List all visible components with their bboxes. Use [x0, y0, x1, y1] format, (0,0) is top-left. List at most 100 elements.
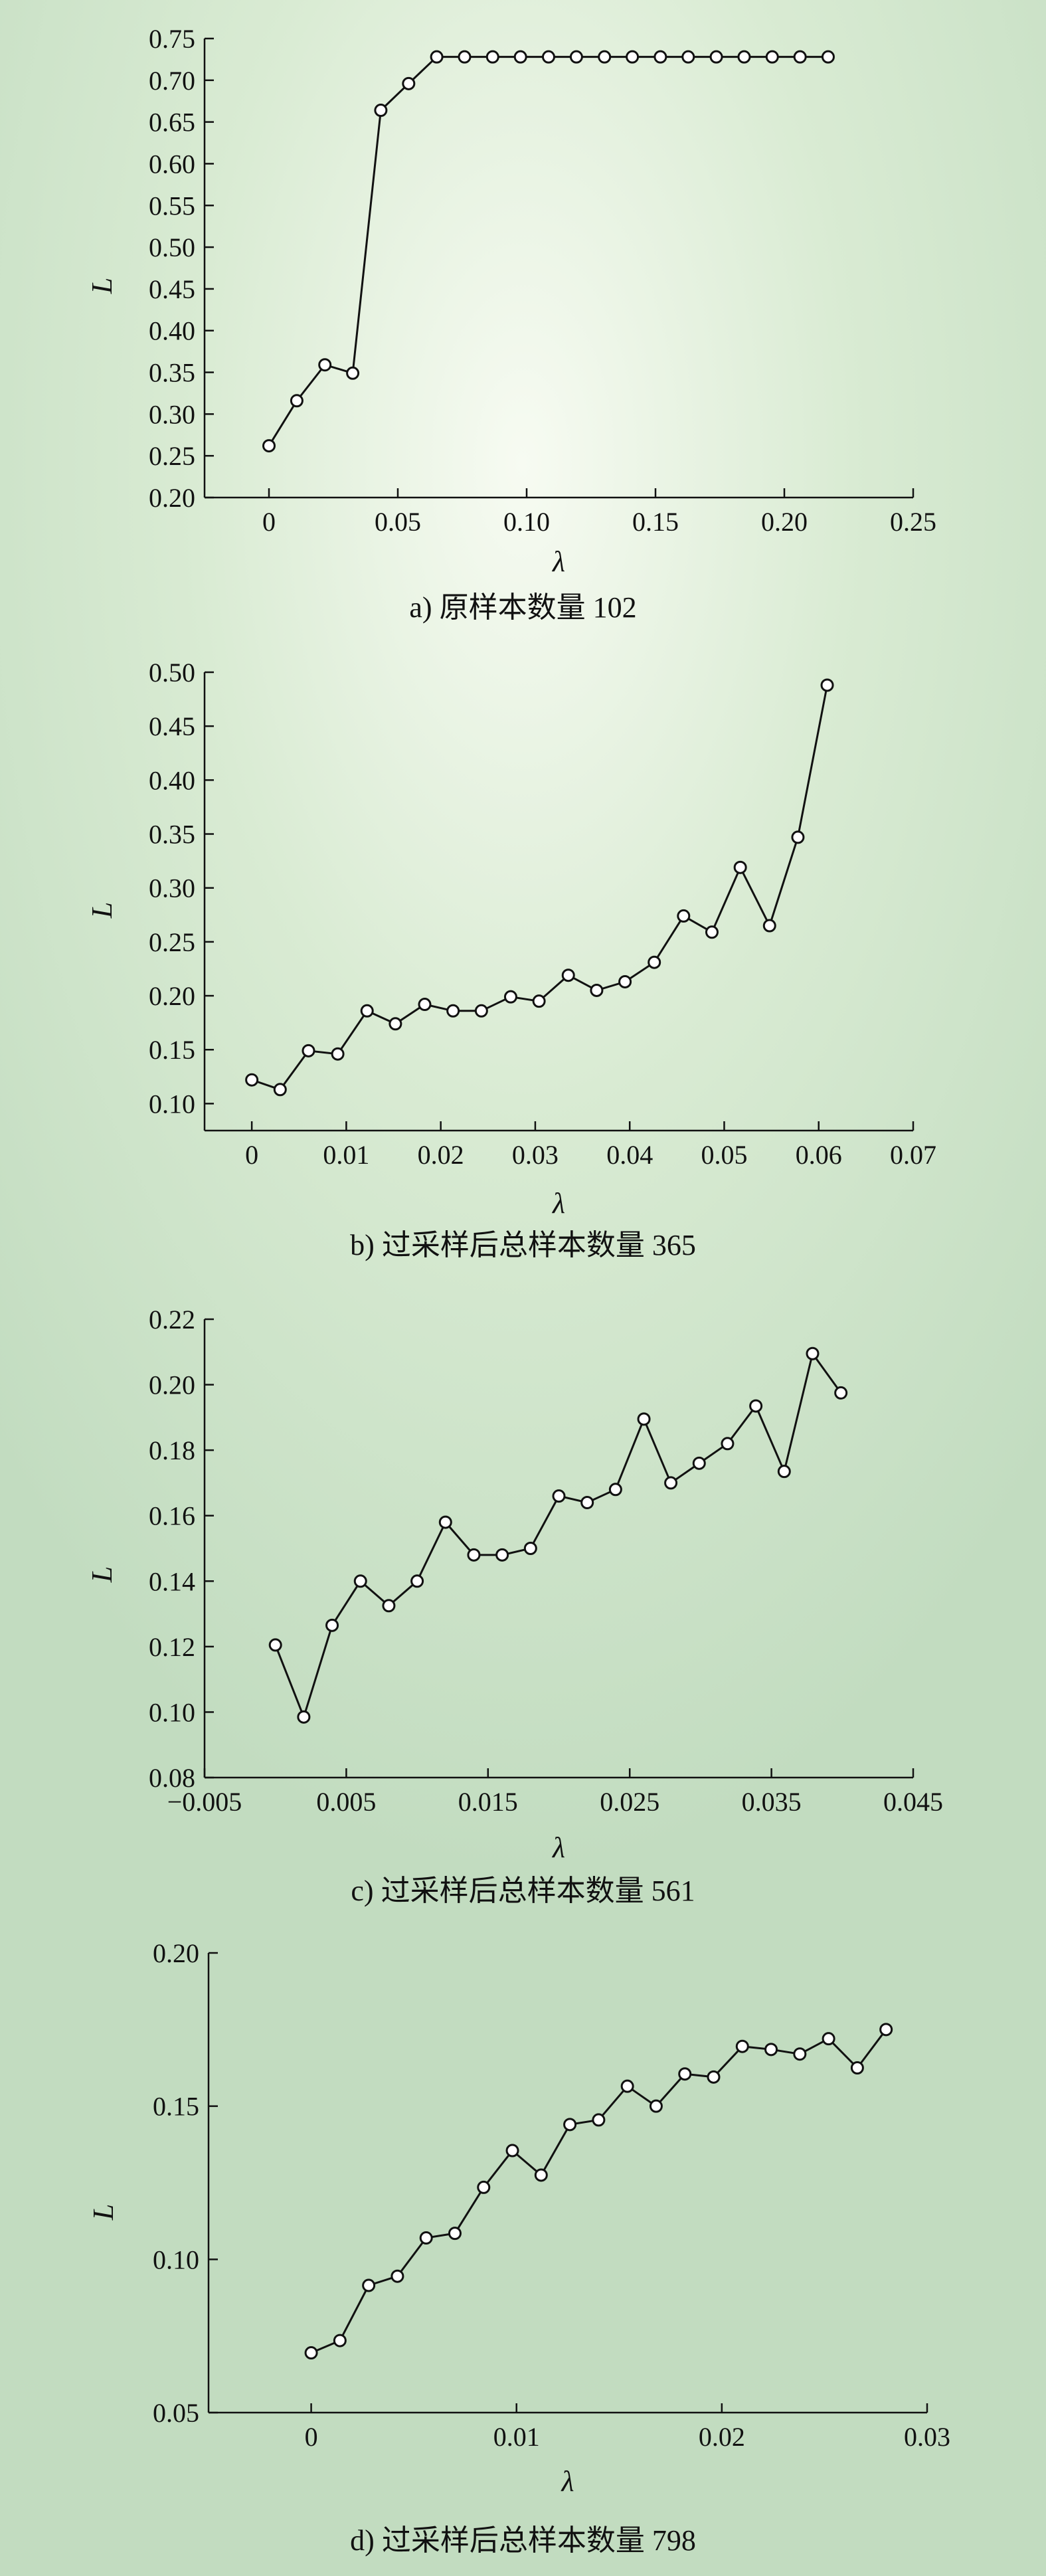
- caption-b: b) 过采样后总样本数量 365: [350, 1229, 696, 1261]
- data-point-c: [353, 1574, 367, 1588]
- y-tick-label-b: 0.35: [149, 820, 195, 850]
- data-point-d: [649, 2099, 663, 2113]
- data-point-c: [721, 1437, 735, 1451]
- x-tick-label-b: 0.04: [606, 1140, 653, 1170]
- data-point-b: [273, 1083, 287, 1097]
- data-point-d: [534, 2168, 548, 2182]
- data-point-a: [402, 76, 416, 90]
- data-point-b: [245, 1073, 259, 1087]
- x-tick-label-d: 0.02: [699, 2422, 745, 2452]
- data-point-c: [777, 1465, 791, 1479]
- y-tick-label-a: 0.25: [149, 441, 195, 471]
- data-point-a: [681, 50, 695, 64]
- y-tick-label-b: 0.20: [149, 981, 195, 1011]
- y-tick-label-c: 0.10: [149, 1697, 195, 1727]
- x-tick-label-b: 0.05: [701, 1140, 747, 1170]
- x-tick-label-b: 0.01: [323, 1140, 369, 1170]
- x-tick-label-d: 0: [305, 2422, 318, 2452]
- data-point-c: [608, 1483, 622, 1497]
- y-tick-label-a: 0.20: [149, 483, 195, 513]
- data-point-a: [793, 50, 807, 64]
- data-point-b: [590, 983, 604, 997]
- data-point-d: [793, 2047, 807, 2061]
- data-point-d: [764, 2043, 778, 2057]
- data-point-c: [297, 1710, 311, 1724]
- caption-a: a) 原样本数量 102: [409, 591, 637, 624]
- data-point-d: [563, 2118, 577, 2132]
- y-tick-label-a: 0.60: [149, 149, 195, 179]
- y-axis-title-a: L: [86, 278, 118, 294]
- data-point-a: [513, 50, 527, 64]
- data-point-a: [346, 366, 360, 380]
- x-tick-label-a: 0.05: [375, 507, 421, 537]
- y-tick-label-b: 0.15: [149, 1035, 195, 1065]
- x-tick-label-c: 0.015: [458, 1787, 518, 1817]
- data-point-c: [523, 1542, 537, 1555]
- series-line-d: [311, 2029, 887, 2354]
- y-tick-label-c: 0.12: [149, 1632, 195, 1662]
- x-tick-label-c: 0.025: [600, 1787, 659, 1817]
- y-tick-label-c: 0.22: [149, 1305, 195, 1334]
- data-point-d: [362, 2278, 376, 2292]
- data-point-b: [733, 860, 747, 874]
- data-point-d: [419, 2231, 433, 2245]
- data-point-a: [290, 394, 304, 408]
- data-point-c: [806, 1346, 820, 1360]
- data-point-c: [580, 1496, 594, 1509]
- y-tick-label-a: 0.65: [149, 108, 195, 138]
- y-tick-label-a: 0.50: [149, 232, 195, 262]
- panel-b: 0.10 0.15 0.20 0.25 0.30 0.35 0.40 0.45 0.50 0 0.0…: [0, 638, 1046, 1282]
- data-point-d: [448, 2227, 462, 2241]
- chart-d: 0.05 0.10 0.15 0.20 0 0.01 0.02 0.03 λ L: [87, 1938, 950, 2498]
- y-tick-label-a: 0.40: [149, 316, 195, 346]
- data-point-a: [485, 50, 499, 64]
- x-tick-label-c: 0.035: [742, 1787, 802, 1817]
- y-tick-label-b: 0.40: [149, 765, 195, 795]
- y-tick-label-a: 0.45: [149, 274, 195, 304]
- y-tick-label-c: 0.16: [149, 1501, 195, 1531]
- data-point-c: [692, 1456, 706, 1470]
- data-point-d: [477, 2180, 491, 2194]
- data-point-a: [262, 439, 276, 453]
- x-tick-label-a: 0.25: [890, 507, 936, 537]
- data-point-b: [418, 998, 432, 1012]
- x-axis-title-c: λ: [551, 1831, 565, 1864]
- x-tick-label-b: 0.02: [418, 1140, 464, 1170]
- chart-c: 0.08 0.10 0.12 0.14 0.16 0.18 0.20 0.22 −0.005 0.…: [86, 1305, 943, 1864]
- caption-d: d) 过采样后总样本数量 798: [350, 2524, 696, 2557]
- data-point-b: [820, 678, 834, 692]
- series-line-b: [251, 685, 828, 1091]
- data-point-b: [618, 974, 632, 988]
- data-point-d: [620, 2079, 634, 2093]
- data-point-a: [765, 50, 779, 64]
- data-point-d: [678, 2067, 692, 2081]
- data-point-a: [709, 50, 723, 64]
- data-point-c: [325, 1618, 339, 1632]
- data-point-d: [822, 2032, 835, 2046]
- y-tick-label-a: 0.70: [149, 66, 195, 96]
- x-tick-label-b: 0.07: [890, 1140, 936, 1170]
- data-point-a: [654, 50, 667, 64]
- panel-d: 0.05 0.10 0.15 0.20 0 0.01 0.02 0.03 λ L d) 过采样后总…: [0, 1926, 1046, 2576]
- y-axis-title-d: L: [87, 2204, 120, 2221]
- y-tick-label-b: 0.25: [149, 927, 195, 957]
- y-axis-title-c: L: [86, 1566, 118, 1583]
- x-tick-label-d: 0.01: [493, 2422, 540, 2452]
- data-point-c: [438, 1515, 452, 1529]
- x-tick-label-c: 0.045: [883, 1787, 943, 1817]
- series-line-a: [268, 56, 828, 446]
- data-point-b: [762, 919, 776, 933]
- data-point-b: [648, 955, 661, 969]
- x-tick-label-a: 0.15: [632, 507, 679, 537]
- chart-a: 0.20 0.25 0.30 0.35 0.40 0.45 0.50 0.55 0.60 0.65…: [86, 24, 936, 578]
- x-tick-label-a: 0.10: [503, 507, 550, 537]
- data-point-c: [268, 1638, 282, 1652]
- chart-b: 0.10 0.15 0.20 0.25 0.30 0.35 0.40 0.45 0.50 0 0.0…: [86, 658, 936, 1220]
- x-axis-title-d: λ: [560, 2465, 574, 2498]
- data-point-c: [382, 1599, 396, 1613]
- y-tick-label-d: 0.10: [153, 2245, 199, 2274]
- y-tick-label-c: 0.08: [149, 1763, 195, 1793]
- x-axis-title-b: λ: [551, 1187, 565, 1220]
- data-point-d: [707, 2070, 721, 2084]
- data-point-b: [791, 830, 805, 844]
